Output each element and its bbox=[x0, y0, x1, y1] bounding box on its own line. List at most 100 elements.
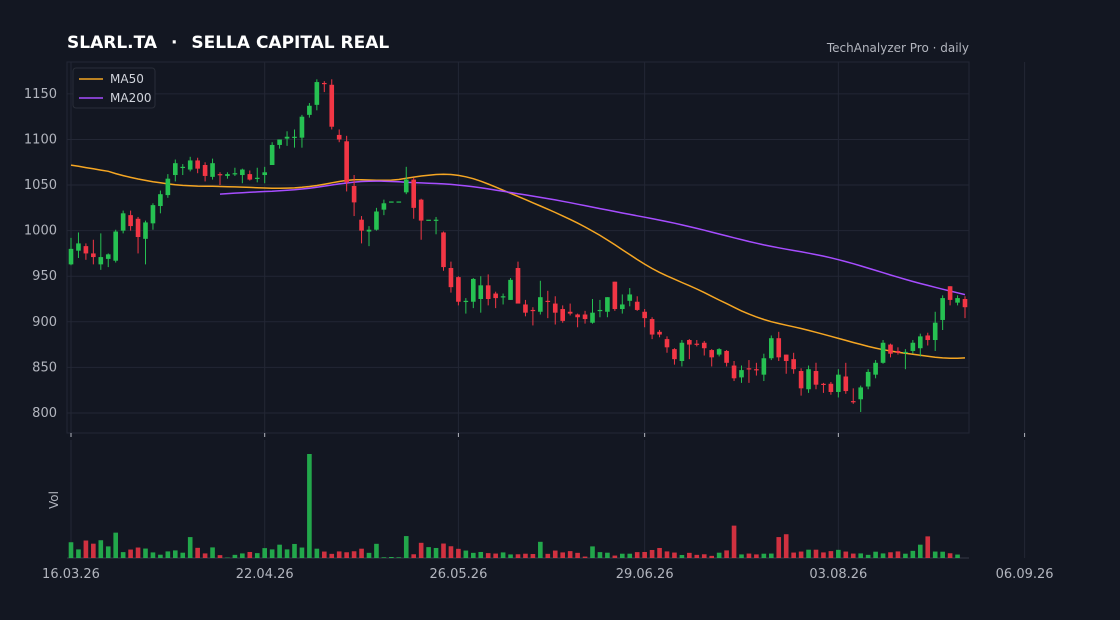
x-tick-label: 29.06.26 bbox=[616, 567, 674, 582]
candle-body bbox=[478, 285, 484, 300]
volume-bar bbox=[932, 551, 938, 558]
y-tick-label: 850 bbox=[32, 360, 57, 375]
candle-body bbox=[582, 314, 588, 320]
candle-body bbox=[91, 253, 96, 258]
candle-body bbox=[150, 205, 156, 224]
volume-bar bbox=[396, 557, 402, 558]
candle bbox=[828, 381, 834, 395]
candle bbox=[731, 360, 737, 382]
candle bbox=[217, 172, 223, 186]
candle-body bbox=[210, 163, 215, 177]
volume-bar bbox=[262, 548, 268, 558]
candle bbox=[128, 210, 133, 231]
volume-bar bbox=[724, 550, 729, 558]
candle bbox=[307, 103, 312, 118]
candle-body bbox=[679, 342, 685, 361]
volume-bar bbox=[433, 547, 439, 558]
y-tick-label: 1150 bbox=[24, 87, 57, 102]
volume-bar bbox=[552, 550, 558, 558]
axes: 800 850 900 950 1000 1050 1100 1150 16.03.26 22.0… bbox=[24, 87, 1054, 582]
candle bbox=[657, 329, 662, 338]
x-tick-label: 03.08.26 bbox=[809, 567, 867, 582]
volume-bar bbox=[210, 547, 215, 558]
candle bbox=[485, 274, 491, 306]
candles bbox=[68, 79, 968, 413]
volume-bars bbox=[68, 454, 960, 558]
candle-body bbox=[895, 350, 901, 353]
candle bbox=[344, 135, 349, 192]
candle bbox=[389, 201, 394, 203]
candle-body bbox=[843, 376, 849, 392]
candle bbox=[888, 343, 893, 358]
ma200-line bbox=[219, 180, 966, 296]
candle bbox=[575, 313, 580, 328]
candle-body bbox=[530, 309, 536, 312]
volume-bar bbox=[76, 549, 81, 558]
volume-bar bbox=[389, 556, 394, 558]
candle bbox=[195, 157, 200, 174]
candle-body bbox=[575, 314, 580, 318]
candle bbox=[560, 305, 566, 323]
candle-body bbox=[649, 319, 655, 335]
candle bbox=[470, 278, 476, 309]
candle bbox=[463, 298, 469, 314]
candle-body bbox=[195, 160, 200, 169]
price-panel-frame bbox=[66, 61, 970, 434]
volume-bar bbox=[746, 553, 752, 558]
candle bbox=[768, 335, 774, 361]
volume-bar bbox=[180, 552, 186, 558]
candle bbox=[150, 203, 156, 230]
candle-body bbox=[508, 279, 513, 300]
candle-body bbox=[746, 368, 752, 370]
volume-bar bbox=[329, 553, 335, 558]
candle bbox=[240, 168, 245, 184]
candle-body bbox=[418, 199, 424, 221]
volume-bar bbox=[202, 553, 208, 558]
candle bbox=[411, 177, 417, 219]
candle bbox=[545, 290, 551, 319]
volume-bar bbox=[739, 554, 744, 558]
volume-bar bbox=[947, 553, 953, 558]
volume-bar bbox=[314, 548, 320, 558]
candle bbox=[672, 348, 677, 365]
volume-bar bbox=[850, 553, 856, 558]
candle-body bbox=[366, 229, 372, 232]
candle-body bbox=[247, 174, 253, 180]
volume-bar bbox=[917, 544, 923, 558]
legend-ma50-label: MA50 bbox=[110, 72, 144, 86]
volume-bar bbox=[247, 551, 253, 558]
candle-body bbox=[351, 185, 357, 203]
candle-body bbox=[448, 268, 454, 288]
candle bbox=[746, 360, 752, 383]
candle bbox=[538, 280, 543, 315]
y-tick-label: 800 bbox=[32, 406, 57, 421]
candle-body bbox=[277, 139, 282, 145]
y-tick-label: 1050 bbox=[24, 178, 57, 193]
candle bbox=[254, 167, 260, 183]
candle bbox=[761, 353, 767, 382]
candle-body bbox=[470, 278, 476, 302]
candle bbox=[158, 190, 163, 214]
candle-body bbox=[463, 300, 469, 303]
volume-bar bbox=[776, 537, 782, 558]
volume-bar bbox=[731, 525, 737, 558]
volume-bar bbox=[873, 551, 878, 558]
candle-body bbox=[485, 285, 491, 300]
volume-bar bbox=[448, 546, 454, 558]
candle-body bbox=[672, 349, 677, 360]
candle bbox=[642, 309, 647, 328]
candle-body bbox=[903, 351, 908, 354]
volume-bar bbox=[411, 554, 417, 558]
volume-bar bbox=[240, 553, 245, 558]
volume-bar bbox=[158, 554, 163, 558]
candle bbox=[627, 288, 633, 307]
candle-body bbox=[389, 201, 394, 203]
candle bbox=[932, 311, 938, 351]
candle-body bbox=[262, 172, 268, 176]
candle-body bbox=[865, 371, 871, 387]
volume-bar bbox=[582, 556, 588, 558]
candle-body bbox=[873, 362, 878, 375]
candle bbox=[612, 281, 618, 311]
candle-body bbox=[634, 301, 640, 310]
